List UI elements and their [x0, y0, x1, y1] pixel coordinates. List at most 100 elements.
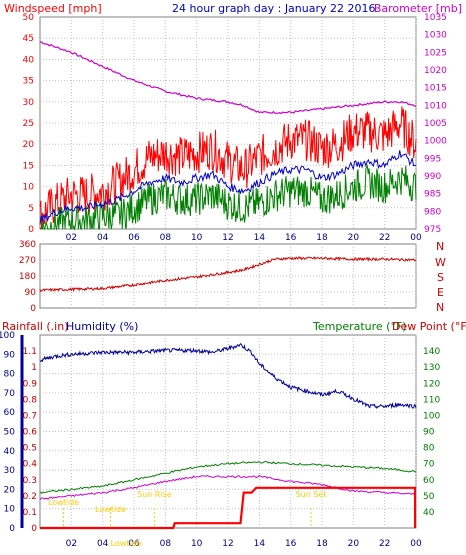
x-tick-label: 12	[222, 233, 233, 243]
barometer-line	[39, 41, 417, 115]
humidity-y-tick-label: 50	[4, 428, 16, 438]
graph-title: 24 hour graph day : January 22 2016	[172, 2, 376, 15]
direction-y-tick-label: 90	[25, 288, 37, 298]
event-label: Lowtide	[48, 498, 79, 507]
event-label: Lowtide	[95, 505, 126, 514]
direction-y-tick-label: 270	[19, 256, 36, 266]
rain-y-tick-label: 0.1	[23, 508, 37, 518]
baro-y-tick-label: 1025	[424, 48, 447, 58]
rain-y-tick-label: 0.6	[23, 428, 38, 438]
humidity-y-tick-label: 20	[4, 485, 16, 495]
baro-y-tick-label: 1000	[424, 137, 447, 147]
x-tick-label: 08	[160, 233, 172, 243]
wind-average-line	[39, 150, 417, 225]
dewpoint-axis-title: Dew Point (°F)	[392, 320, 466, 333]
direction-label-s: S	[437, 271, 444, 284]
baro-y-tick-label: 985	[424, 190, 441, 200]
direction-label-n-top: N	[436, 240, 444, 253]
baro-y-tick-label: 995	[424, 154, 441, 164]
rain-y-tick-label: 0.5	[23, 444, 37, 454]
dewpoint-line	[39, 475, 417, 501]
wind-y-tick-label: 50	[23, 13, 35, 23]
humidity-y-tick-label: 40	[4, 447, 16, 457]
temperature-y-tick-label: 120	[423, 379, 440, 389]
wind-y-tick-label: 20	[23, 140, 35, 150]
x-tick-label: 10	[191, 233, 203, 243]
wind-axis-title: Windspeed [mph]	[4, 2, 102, 15]
temperature-y-tick-label: 100	[423, 411, 440, 421]
baro-y-tick-label: 1035	[424, 13, 447, 23]
direction-y-tick-label: 360	[19, 240, 36, 250]
x-tick-label: 18	[316, 233, 328, 243]
temperature-y-tick-label: 70	[423, 460, 435, 470]
temperature-y-tick-label: 50	[423, 492, 435, 502]
humidity-y-tick-label: 90	[4, 350, 16, 360]
wind-y-tick-label: 35	[23, 77, 34, 87]
wind-low-line	[39, 164, 417, 231]
baro-y-tick-label: 1010	[424, 101, 447, 111]
wind-y-tick-label: 5	[28, 204, 34, 214]
temperature-y-tick-label: 130	[423, 363, 440, 373]
baro-y-tick-label: 1005	[424, 119, 447, 129]
rain-y-tick-label: 0.8	[23, 395, 38, 405]
x-tick-label: 16	[285, 233, 297, 243]
temperature-y-tick-label: 80	[423, 444, 435, 454]
x-tick-label: 06	[128, 233, 140, 243]
rain-y-tick-label: 0.3	[23, 476, 37, 486]
temperature-y-tick-label: 140	[423, 347, 440, 357]
temperature-line	[39, 460, 417, 494]
wind-y-tick-label: 0	[28, 225, 34, 235]
x-tick-label: 00	[410, 539, 422, 549]
x-tick-label: 02	[66, 539, 77, 549]
humidity-y-tick-label: 100	[0, 331, 15, 341]
x-tick-label: 00	[410, 233, 422, 243]
baro-y-tick-label: 1030	[424, 31, 447, 41]
x-tick-label: 14	[254, 233, 266, 243]
wind-y-tick-label: 30	[23, 98, 35, 108]
rain-y-tick-label: 0.4	[23, 460, 38, 470]
humidity-y-tick-label: 0	[9, 524, 15, 534]
rain-axis-title: Rainfall (.in)	[2, 320, 69, 333]
x-tick-label: 02	[66, 233, 77, 243]
rain-y-tick-label: 1.1	[23, 347, 37, 357]
wind-y-tick-label: 45	[23, 34, 34, 44]
baro-axis-title: Barometer [mb]	[374, 2, 462, 15]
x-tick-label: 22	[379, 539, 390, 549]
baro-y-tick-label: 980	[424, 207, 441, 217]
event-label-bottom: Lowtide	[111, 539, 142, 548]
x-tick-label: 12	[222, 539, 233, 549]
x-tick-label: 06	[128, 539, 140, 549]
temperature-y-tick-label: 110	[423, 395, 440, 405]
humidity-line	[40, 342, 417, 410]
humidity-y-tick-label: 60	[4, 408, 16, 418]
x-tick-label: 20	[348, 233, 360, 243]
x-tick-label: 04	[97, 233, 109, 243]
humidity-axis-title: Humidity (%)	[66, 320, 138, 333]
x-tick-label: 10	[191, 539, 203, 549]
baro-y-tick-label: 975	[424, 225, 441, 235]
direction-label-w: W	[435, 256, 446, 269]
x-tick-label: 14	[254, 539, 266, 549]
rain-y-tick-label: 0.7	[23, 411, 37, 421]
humidity-y-tick-label: 10	[4, 505, 16, 515]
direction-label-n-bottom: N	[436, 301, 444, 314]
direction-y-tick-label: 180	[19, 272, 36, 282]
baro-y-tick-label: 990	[424, 172, 441, 182]
rain-y-tick-label: 1	[31, 363, 37, 373]
rain-y-tick-label: 0.2	[23, 492, 37, 502]
wind-y-tick-label: 40	[23, 55, 35, 65]
x-tick-label: 18	[316, 539, 328, 549]
event-label: Sun Set	[296, 490, 327, 499]
wind-direction-line	[39, 256, 417, 293]
temperature-y-tick-label: 90	[423, 428, 435, 438]
rain-y-tick-label: 0.9	[23, 379, 38, 389]
wind-gust-line	[39, 106, 417, 230]
rainfall-line	[40, 486, 416, 530]
temperature-y-tick-label: 40	[423, 508, 435, 518]
wind-y-tick-label: 25	[23, 119, 34, 129]
x-tick-label: 08	[160, 539, 172, 549]
x-tick-label: 22	[379, 233, 390, 243]
rain-y-tick-label: 0	[31, 524, 37, 534]
